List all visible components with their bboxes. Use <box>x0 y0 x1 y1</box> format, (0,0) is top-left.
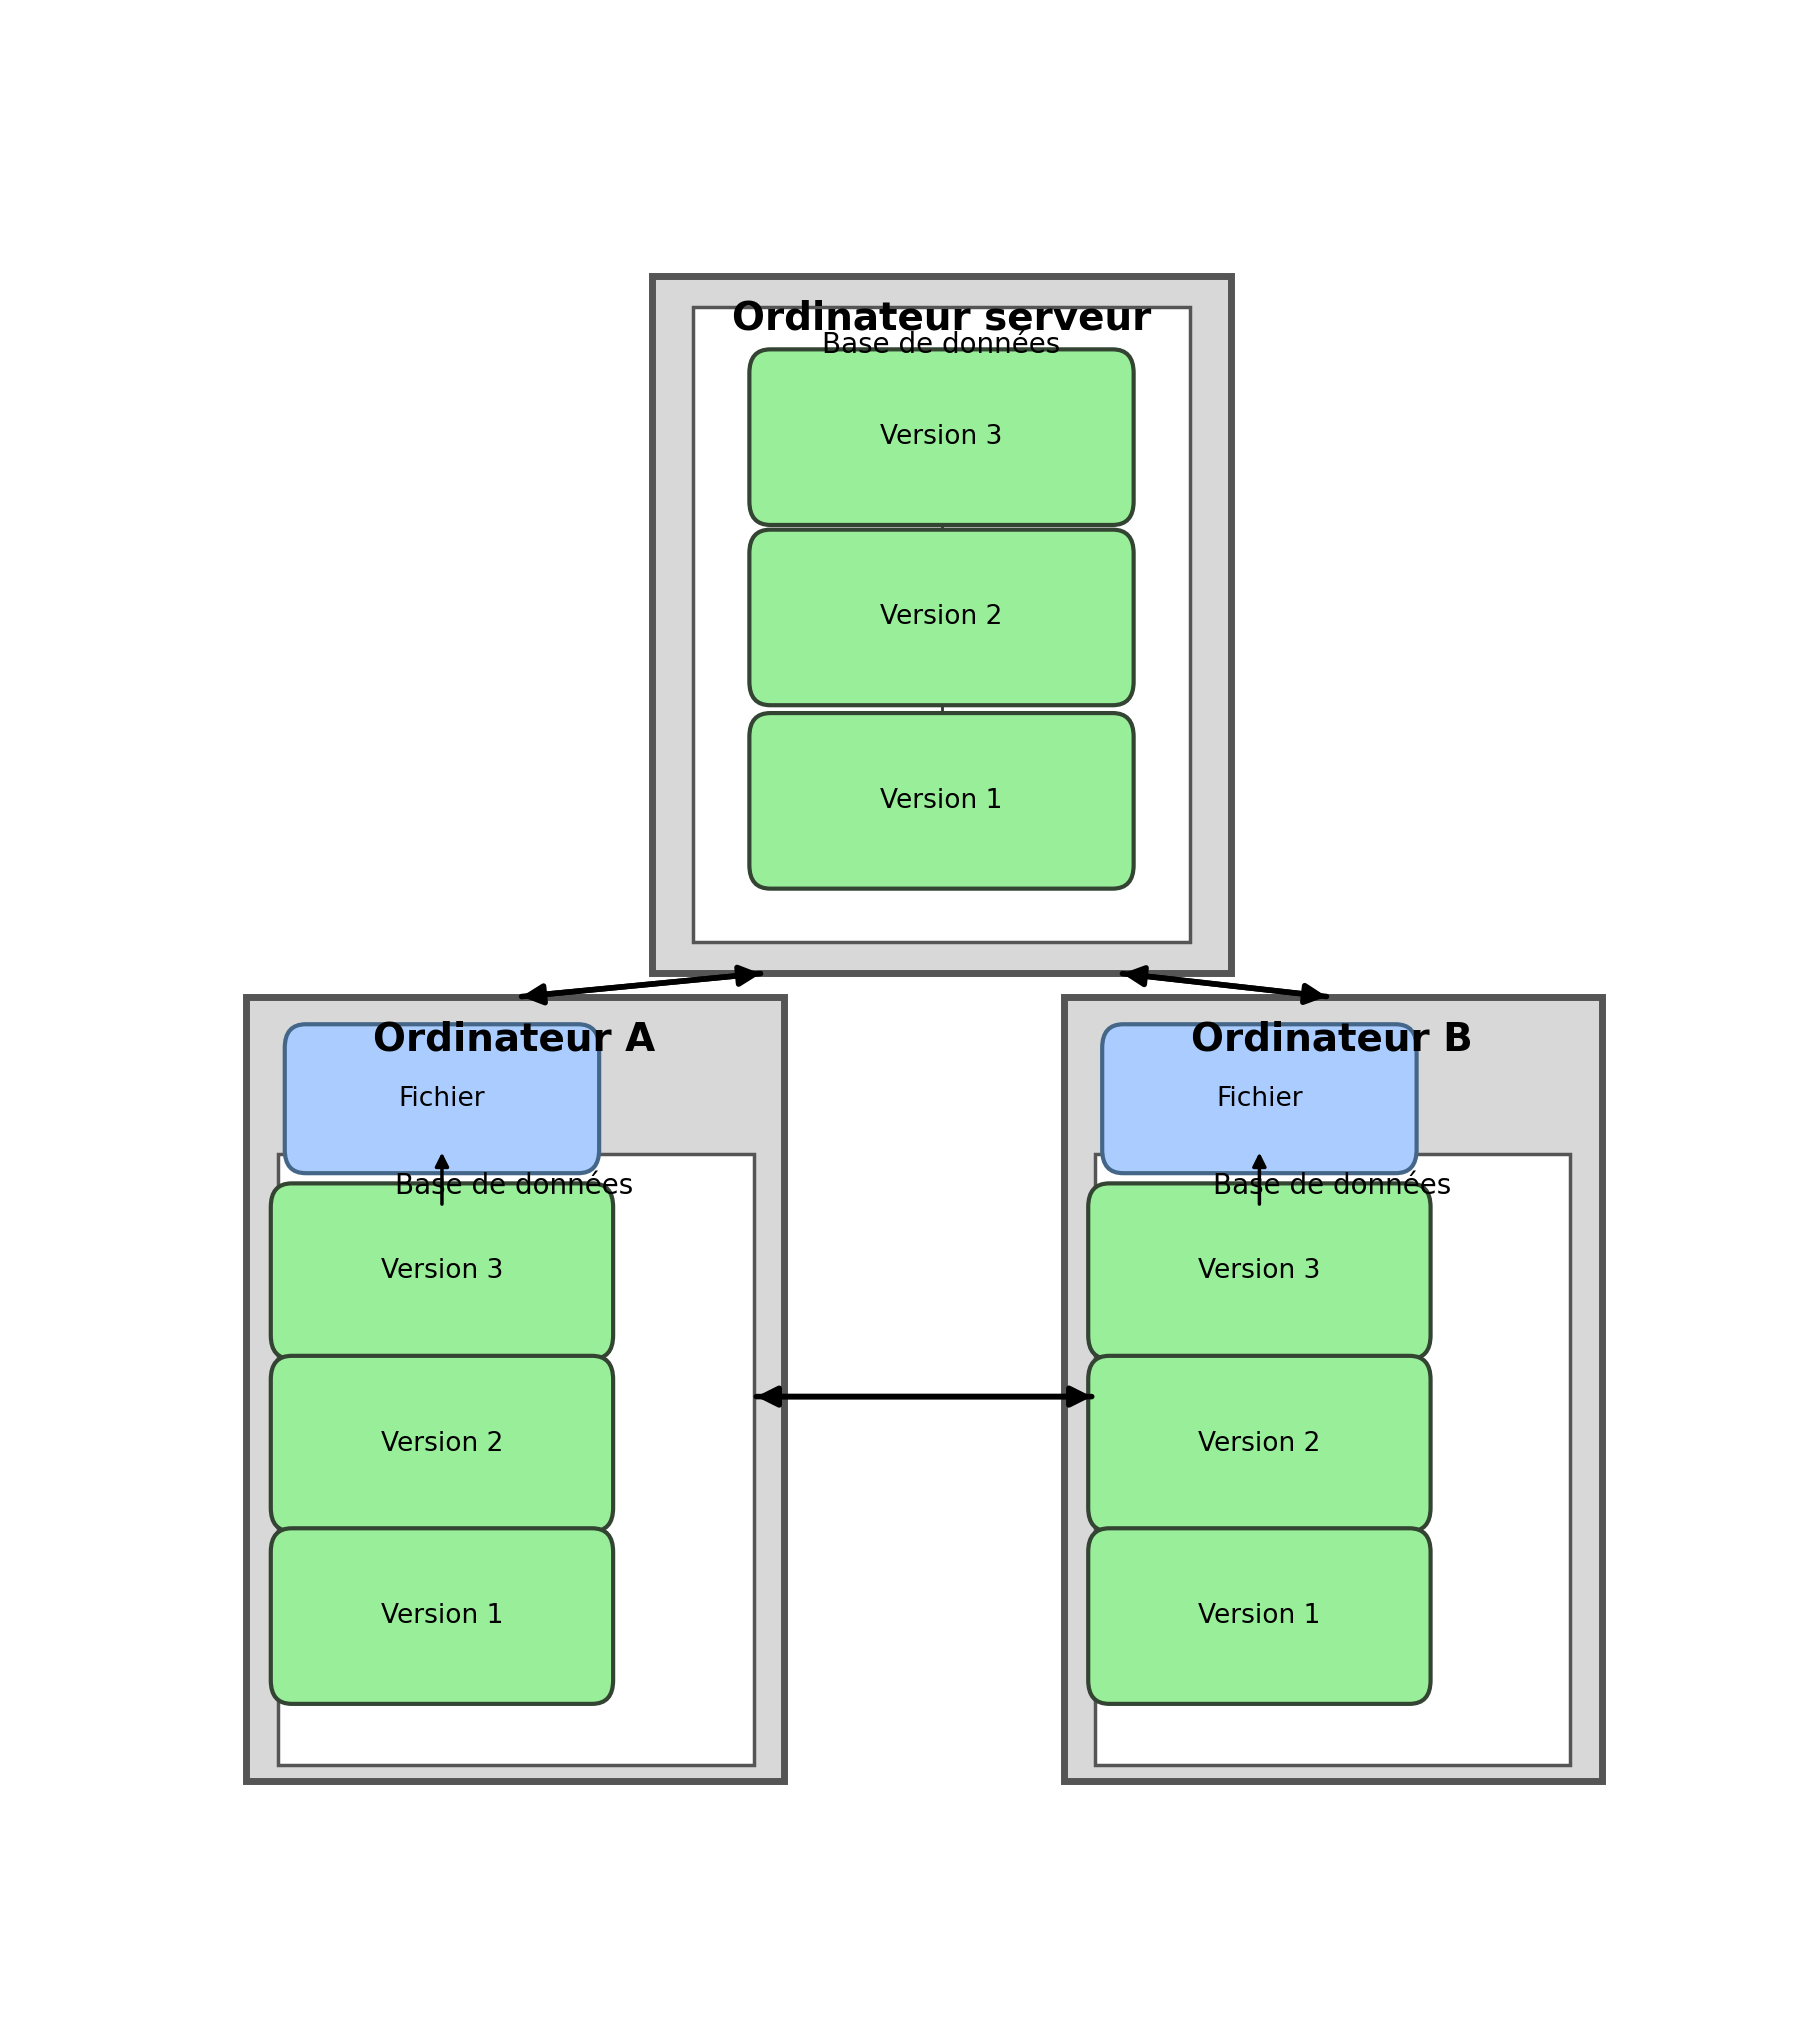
FancyBboxPatch shape <box>1089 1356 1430 1531</box>
FancyBboxPatch shape <box>750 713 1134 888</box>
Text: Version 3: Version 3 <box>880 423 1002 450</box>
Text: Fichier: Fichier <box>1215 1085 1304 1112</box>
Bar <box>1064 998 1601 1782</box>
FancyBboxPatch shape <box>270 1529 613 1704</box>
FancyBboxPatch shape <box>1089 1183 1430 1358</box>
Text: Version 1: Version 1 <box>880 788 1002 814</box>
Text: Ordinateur B: Ordinateur B <box>1192 1020 1473 1059</box>
Text: Version 2: Version 2 <box>1199 1431 1320 1456</box>
Text: Version 1: Version 1 <box>1199 1602 1320 1629</box>
Text: Base de données: Base de données <box>822 330 1060 358</box>
FancyBboxPatch shape <box>270 1356 613 1531</box>
FancyBboxPatch shape <box>750 350 1134 525</box>
Bar <box>278 1154 754 1765</box>
Text: Version 3: Version 3 <box>1199 1258 1320 1285</box>
Text: Base de données: Base de données <box>395 1173 633 1201</box>
Text: Ordinateur A: Ordinateur A <box>373 1020 656 1059</box>
FancyBboxPatch shape <box>750 529 1134 704</box>
Bar <box>694 307 1190 943</box>
Text: Version 3: Version 3 <box>380 1258 503 1285</box>
Text: Version 2: Version 2 <box>880 605 1002 631</box>
FancyBboxPatch shape <box>270 1183 613 1358</box>
FancyBboxPatch shape <box>285 1024 599 1173</box>
FancyBboxPatch shape <box>1102 1024 1417 1173</box>
Text: Base de données: Base de données <box>1213 1173 1451 1201</box>
Bar <box>247 998 784 1782</box>
Bar <box>1094 1154 1570 1765</box>
Text: Fichier: Fichier <box>398 1085 485 1112</box>
FancyBboxPatch shape <box>1089 1529 1430 1704</box>
Text: Ordinateur serveur: Ordinateur serveur <box>732 299 1150 338</box>
Text: Version 2: Version 2 <box>380 1431 503 1456</box>
Text: Version 1: Version 1 <box>380 1602 503 1629</box>
Bar <box>651 275 1231 973</box>
